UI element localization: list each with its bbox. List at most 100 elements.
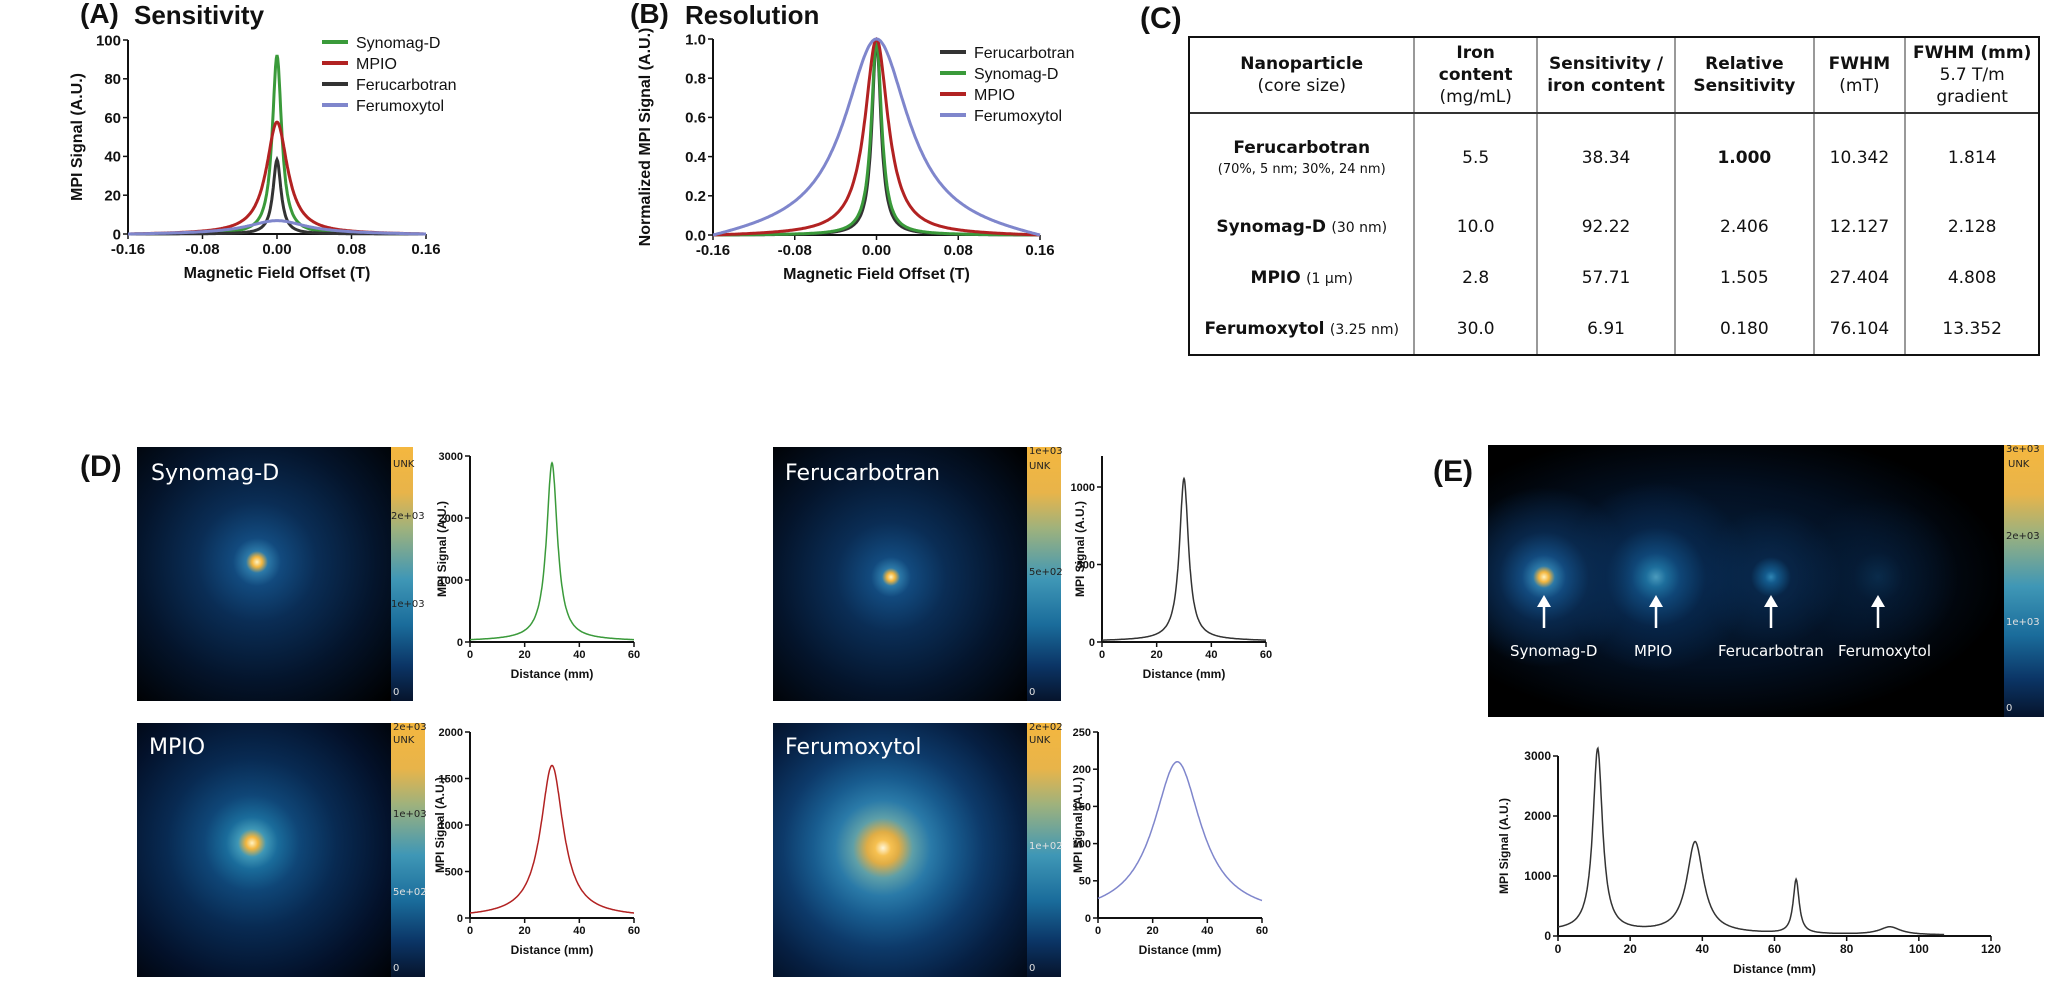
header-main: Nanoparticle [1240,54,1364,75]
cell-name: MPIO (1 μm) [1190,253,1414,304]
mpio-mpi-image: MPIO [137,723,391,977]
x-tick-label: 0 [1095,925,1101,937]
x-tick-label: 40 [1696,942,1710,956]
series-line-ferumoxytol [1097,761,1263,902]
y-tick-label: 1000 [1071,482,1095,494]
col-header-nanoparticle: Nanoparticle (core size) [1190,38,1415,115]
nanoparticle-table-frame: Nanoparticle (core size) Iron content (mg/… [1188,36,2040,356]
x-tick-label: 60 [628,925,640,937]
arrow-icon [1764,595,1778,628]
series-line-ferucarbotran [128,155,426,236]
y-tick-label: 60 [104,110,121,127]
cell-iron: 2.8 [1413,252,1537,304]
x-tick-label: 20 [1147,925,1159,937]
legend-label: MPIO [974,87,1015,104]
colorbar-tick: 5e+02 [1029,567,1063,578]
x-tick-label: 40 [1205,649,1217,661]
combined-profile-chart: 0 20 40 60 80 100 120 0 1000 2000 3000 Distance (mm… [1497,746,2001,976]
col-header-fwhm-mt: FWHM (mT) [1812,38,1906,115]
arrow-icon [1649,595,1663,628]
x-tick-label: -0.16 [111,241,145,258]
series-line-ferumoxytol [128,219,426,236]
cell-fwhm-mm: 1.814 [1904,113,2038,202]
x-tick-label: 40 [573,649,585,661]
y-tick-label: 0.0 [685,227,706,244]
x-tick-label: 0 [1099,649,1105,661]
x-axis-label: Distance (mm) [511,667,594,681]
sensitivity-chart: -0.16 -0.08 0.00 0.08 0.16 0 20 40 60 80 100 Magnet… [69,32,457,282]
series-line-ferumoxytol [712,37,1041,237]
colorbar-tick: 0 [1029,963,1036,974]
legend-label: Ferumoxytol [974,108,1062,125]
colorbar-tick: 2e+03 [391,511,425,522]
y-tick-label: 20 [104,187,121,204]
colorbar-tick: 0 [393,963,400,974]
col-header-sensitivity: Sensitivity / iron content [1535,38,1676,115]
cell-rel: 2.406 [1674,201,1814,253]
legend-label: Ferumoxytol [356,98,444,115]
arrow-icon [1871,595,1885,628]
y-tick-label: 0 [1544,929,1551,943]
y-tick-label: 1.0 [685,31,706,48]
panel-b-title: Resolution [685,0,820,30]
x-tick-label: 120 [1981,942,2001,956]
header-main: Relative Sensitivity [1693,54,1796,97]
series-line-mpio [128,120,426,236]
cell-sens: 6.91 [1535,303,1676,354]
x-tick-label: -0.08 [185,241,219,258]
image-label: Ferucarbotran [785,461,941,486]
y-tick-label: 0.4 [685,149,707,166]
legend-label: Synomag-D [974,66,1058,83]
x-tick-label: 20 [519,649,531,661]
table-row: Synomag-D (30 nm) 10.0 92.22 2.406 12.12… [1190,201,2038,253]
col-header-iron: Iron content (mg/mL) [1413,38,1537,115]
y-tick-label: 100 [96,32,121,49]
cell-sens: 92.22 [1535,201,1676,253]
legend-label: MPIO [356,56,397,73]
series-line-combined [1557,746,1945,936]
cell-rel: 0.180 [1674,303,1814,354]
x-tick-label: 0.00 [862,242,891,259]
x-tick-label: 0.16 [411,241,440,258]
y-tick-label: 0 [457,913,463,925]
x-tick-label: 0.00 [262,241,291,258]
cell-iron: 10.0 [1413,201,1537,253]
header-sub: 5.7 T/m gradient [1936,65,2008,108]
x-tick-label: 0.16 [1025,242,1054,259]
y-tick-label: 2000 [1524,809,1551,823]
y-axis-label: MPI Signal (A.U.) [1071,777,1085,873]
legend-label: Ferucarbotran [974,45,1075,62]
table-row: MPIO (1 μm) 2.8 57.71 1.505 27.404 4.808 [1190,252,2038,304]
cell-fwhm-mt: 12.127 [1812,201,1906,253]
y-axis-label: MPI Signal (A.U.) [433,777,447,873]
x-tick-label: 20 [519,925,531,937]
cell-fwhm-mt: 76.104 [1812,303,1906,354]
y-tick-label: 2000 [439,513,463,525]
colorbar-tick: UNK [1029,735,1051,746]
y-tick-label: 150 [1073,801,1091,813]
particle-name: Ferumoxytol [1204,318,1325,339]
colorbar-tick: 2e+03 [2006,531,2040,542]
particle-core: (3.25 nm) [1329,321,1399,338]
cell-sens: 38.34 [1535,113,1676,202]
y-tick-label: 3000 [439,452,463,463]
panel-a-title: Sensitivity [134,0,265,30]
ferumoxytol-mpi-image: Ferumoxytol [773,723,1027,977]
colorbar-tick: UNK [2008,459,2030,470]
series-line-ferucarbotran [1102,476,1266,641]
col-header-relative: Relative Sensitivity [1674,38,1814,115]
colorbar-tick: 1e+03 [391,599,425,610]
colorbar-tick: 1e+02 [1029,841,1063,852]
y-tick-label: 0.6 [685,110,706,127]
y-tick-label: 0 [457,637,463,649]
y-tick-label: 1000 [439,820,463,832]
y-tick-label: 40 [104,149,121,166]
y-tick-label: 250 [1073,728,1091,739]
particle-core: (70%, 5 nm; 30%, 24 nm) [1217,162,1386,178]
cell-rel: 1.000 [1674,113,1814,202]
y-tick-label: 0 [1089,637,1095,649]
x-tick-label: 60 [1768,942,1782,956]
x-tick-label: 60 [1260,649,1272,661]
colorbar-tick: 2e+03 [393,722,427,733]
panel-b-letter: (B) [630,0,669,29]
